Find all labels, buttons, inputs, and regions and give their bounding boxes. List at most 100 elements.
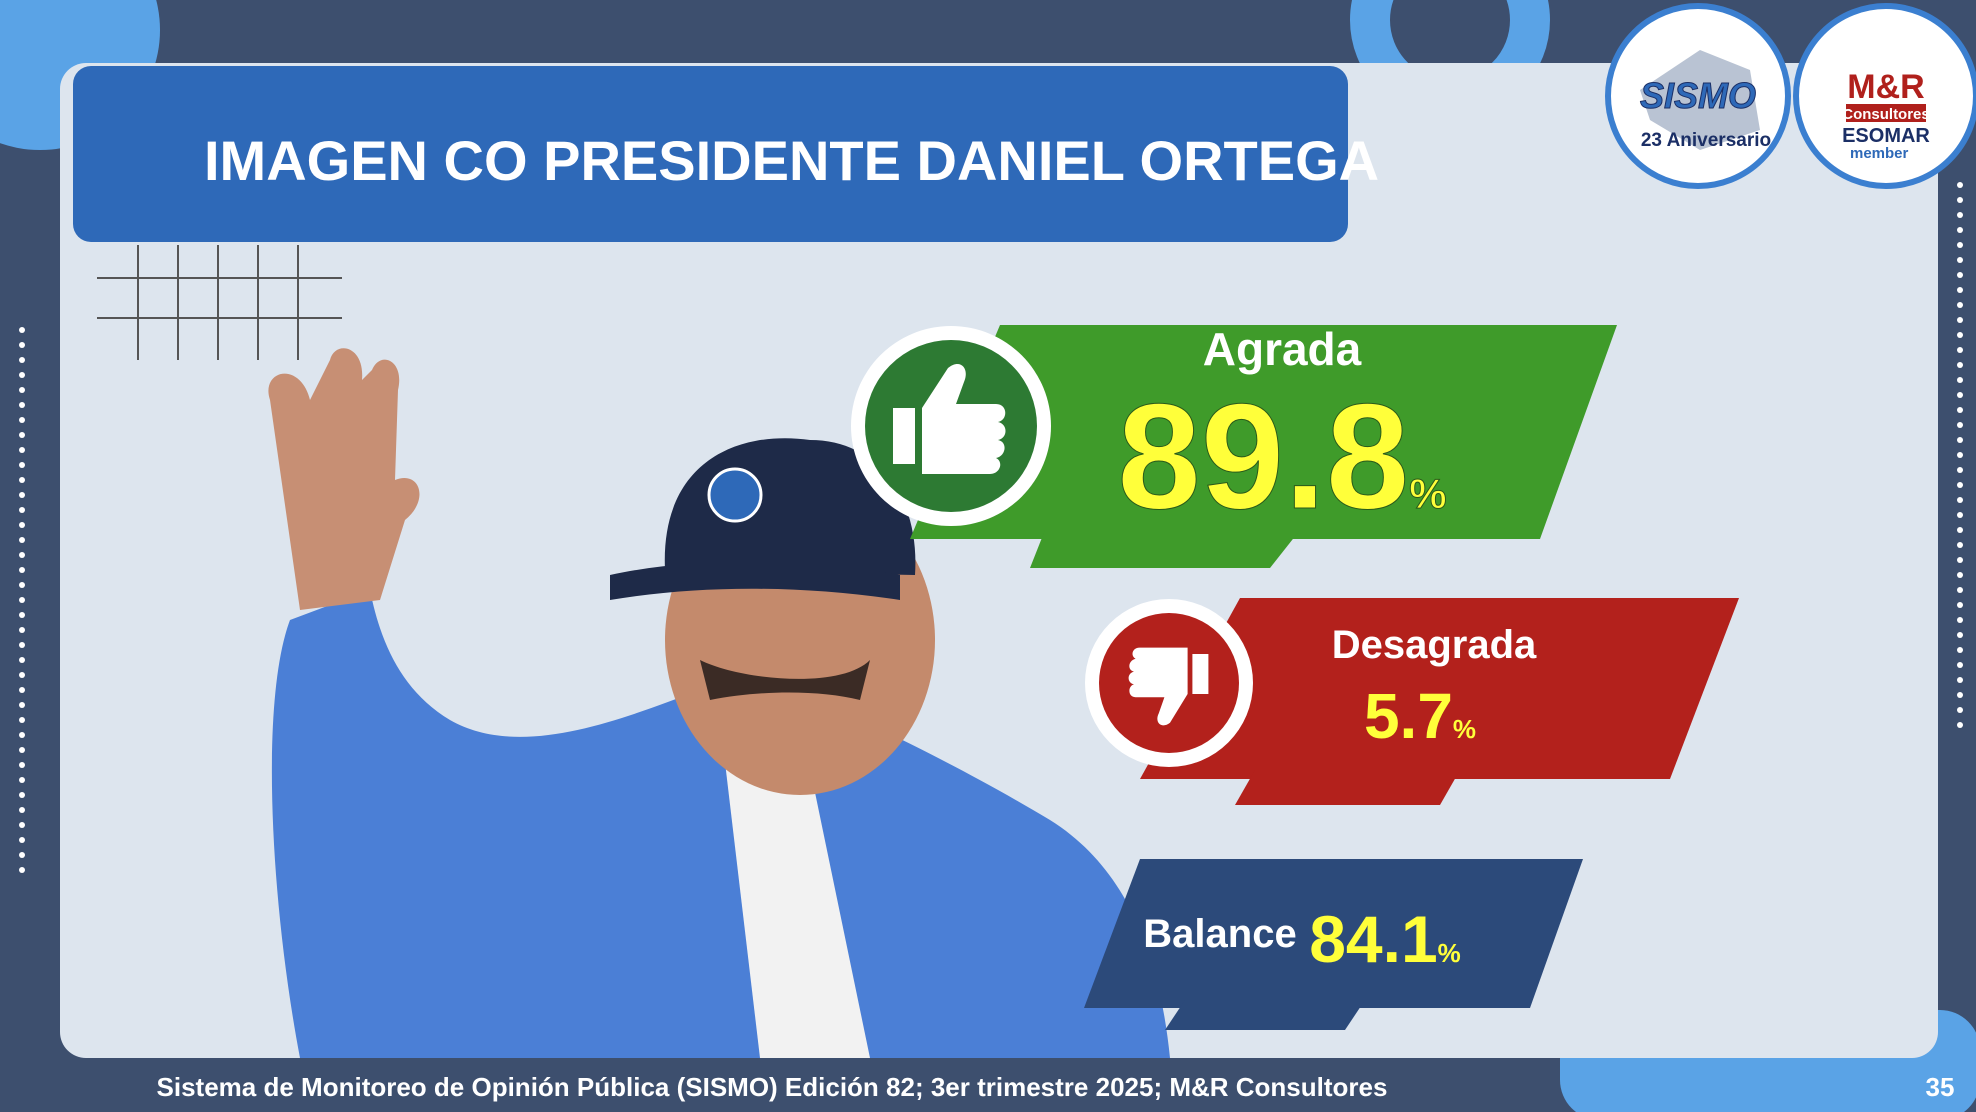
agrada-tab [1030,530,1300,568]
agrada-figure: 89.8% [1117,372,1446,540]
dots-right [1957,182,1963,728]
dot [1957,257,1963,263]
dot [19,582,25,588]
dot [1957,527,1963,533]
dot [19,477,25,483]
footer-source: Sistema de Monitoreo de Opinión Pública … [157,1072,1388,1102]
balance-panel [1084,859,1583,1008]
dot [19,372,25,378]
dot [1957,497,1963,503]
dot [19,762,25,768]
dot [19,612,25,618]
agrada-label: Agrada [1203,323,1362,375]
dot [19,672,25,678]
mr-band [1846,104,1926,122]
dot [1957,317,1963,323]
dot [19,417,25,423]
dot [19,327,25,333]
dot [1957,662,1963,668]
dot [1957,272,1963,278]
sismo-caption: 23 Aniversario [1641,130,1771,151]
balance-tab [1165,1000,1365,1030]
balance-unit: % [1438,938,1461,968]
title-bar [73,66,1348,242]
dot [19,822,25,828]
dot [1957,437,1963,443]
agrada-value: 89.8 [1117,372,1409,540]
agrada-panel [910,325,1617,539]
mr-badge: ESOMAR [1842,125,1930,147]
dot [1957,647,1963,653]
dot [19,792,25,798]
dot [1957,692,1963,698]
dot [19,342,25,348]
dot [1957,722,1963,728]
desagrada-tab [1235,770,1460,805]
desagrada-value: 5.7 [1364,680,1453,752]
dot [1957,542,1963,548]
dot [19,702,25,708]
dot [1957,482,1963,488]
dot [1957,422,1963,428]
dot [1957,602,1963,608]
dot [19,462,25,468]
balance-label: Balance [1143,912,1296,956]
agrada-unit: % [1409,470,1446,517]
dot [19,837,25,843]
sismo-map [1640,50,1760,150]
dot [19,747,25,753]
dot [1957,362,1963,368]
dot [19,522,25,528]
dot [19,552,25,558]
dot [1957,677,1963,683]
photo [268,348,1170,1058]
dot [19,867,25,873]
dot [1957,302,1963,308]
sismo-name: SISMO [1640,75,1756,116]
dot [1957,197,1963,203]
dot [19,387,25,393]
dot [19,687,25,693]
dot [1957,707,1963,713]
desagrada-unit: % [1453,714,1476,744]
dot [19,507,25,513]
dot [19,627,25,633]
title: IMAGEN CO PRESIDENTE DANIEL ORTEGA [204,129,1379,192]
dot [1957,617,1963,623]
grid-decor [97,245,342,360]
page-number: 35 [1926,1072,1955,1102]
balance-figure: 84.1% [1309,902,1461,976]
dot [1957,227,1963,233]
dot [1957,377,1963,383]
dot [19,537,25,543]
dot [1957,392,1963,398]
dot [1957,407,1963,413]
dot [1957,467,1963,473]
thumb-up [893,363,1006,474]
thumb-down [1128,647,1209,726]
dot [19,657,25,663]
dot [19,642,25,648]
desagrada-panel [1140,598,1739,779]
desagrada-figure: 5.7% [1364,680,1476,752]
dot [1957,557,1963,563]
dot [1957,287,1963,293]
dot [1957,512,1963,518]
dot [19,732,25,738]
mr-name: M&R [1847,68,1924,106]
dot [1957,347,1963,353]
dot [1957,587,1963,593]
dot [1957,632,1963,638]
dot [19,777,25,783]
dot [1957,332,1963,338]
dot [19,402,25,408]
dot [19,357,25,363]
dot [1957,452,1963,458]
mr-logo [1793,3,1976,189]
dot [1957,572,1963,578]
dot [19,852,25,858]
dot [1957,212,1963,218]
dot [19,567,25,573]
mr-subtitle: Consultores [1842,106,1930,123]
